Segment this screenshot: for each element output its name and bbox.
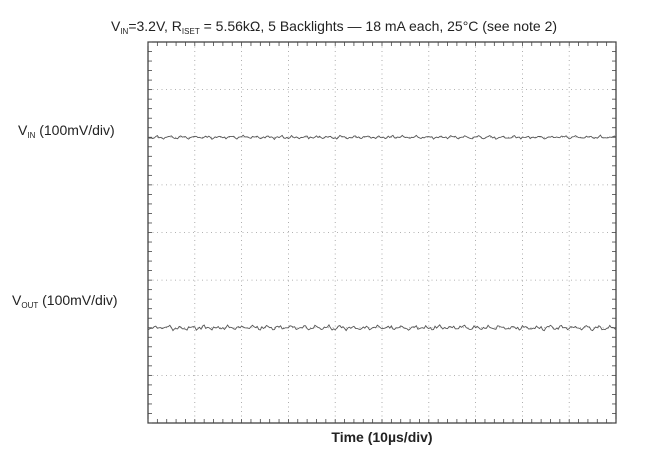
- vout-trace: [147, 324, 617, 332]
- trace-layer: [147, 134, 617, 332]
- vout-trace-label: VOUT (100mV/div): [12, 292, 118, 310]
- grid-layer: [147, 41, 617, 424]
- vin-trace-label: VIN (100mV/div): [18, 122, 115, 140]
- vin-trace: [147, 134, 617, 141]
- chart-title: VIN=3.2V, RISET = 5.56kΩ, 5 Backlights —…: [110, 18, 558, 36]
- x-axis-label: Time (10µs/div): [331, 429, 433, 445]
